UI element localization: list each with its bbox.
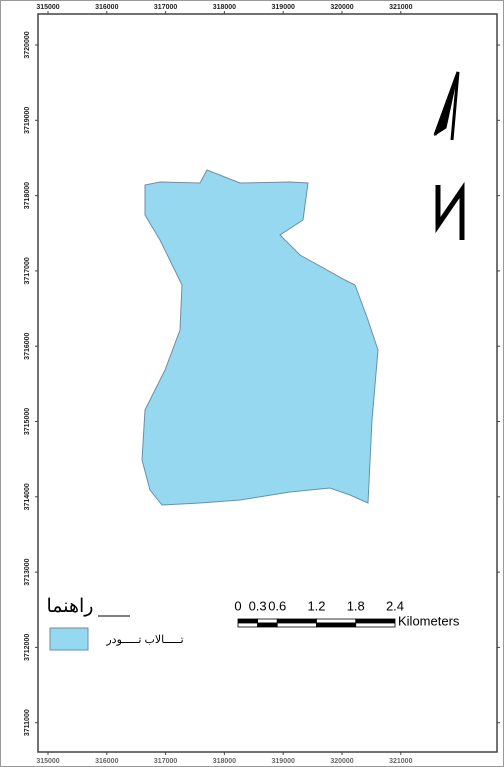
bottom-coord-label: 315000	[36, 758, 59, 765]
scale-segment	[355, 618, 396, 624]
north-arrow	[433, 71, 465, 240]
scale-segment	[237, 618, 259, 624]
bottom-coord-label: 320000	[330, 758, 353, 765]
top-coord-label: 317000	[154, 4, 177, 11]
scale-label: 0.3	[249, 598, 267, 613]
scale-label: 1.8	[347, 598, 365, 613]
scale-label: 0.6	[268, 598, 286, 613]
left-coord-label: 3712000	[24, 634, 31, 661]
bottom-coord-label: 321000	[389, 758, 412, 765]
top-coord-label: 320000	[330, 4, 353, 11]
left-coord-label: 3711000	[24, 709, 31, 736]
scale-segment	[276, 622, 317, 628]
bottom-coord-label: 319000	[272, 758, 295, 765]
bottom-coord-label: 318000	[213, 758, 236, 765]
left-coord-label: 3714000	[24, 483, 31, 510]
left-coord-label: 3719000	[24, 107, 31, 134]
scale-segment	[316, 622, 357, 628]
scale-label: 2.4	[386, 598, 404, 613]
scale-label: 1.2	[307, 598, 325, 613]
scale-label: 0	[234, 598, 241, 613]
bottom-coord-label: 316000	[95, 758, 118, 765]
left-coord-label: 3716000	[24, 332, 31, 359]
legend-swatch	[49, 627, 89, 651]
legend-title: راهنما	[47, 596, 94, 617]
top-coord-label: 318000	[213, 4, 236, 11]
bottom-coord-label: 317000	[154, 758, 177, 765]
scale-units: Kilometers	[398, 613, 460, 628]
scale-segment	[257, 622, 278, 628]
scale-segment	[237, 622, 259, 628]
legend-item: تـــــالاب تـــــودر	[105, 634, 183, 646]
left-coord-label: 3717000	[24, 257, 31, 284]
left-coord-label: 3718000	[24, 182, 31, 209]
scale-segment	[355, 622, 396, 628]
scale-segment	[276, 618, 317, 624]
top-coord-label: 321000	[389, 4, 412, 11]
scale-segment	[316, 618, 357, 624]
top-coord-label: 316000	[95, 4, 118, 11]
inner-frame	[37, 13, 498, 753]
top-coord-label: 319000	[272, 4, 295, 11]
top-coord-label: 315000	[36, 4, 59, 11]
wetland-polygon	[141, 169, 379, 506]
left-coord-label: 3715000	[24, 408, 31, 435]
scale-segment	[257, 618, 278, 624]
left-coord-label: 3713000	[24, 558, 31, 585]
left-coord-label: 3720000	[24, 31, 31, 58]
